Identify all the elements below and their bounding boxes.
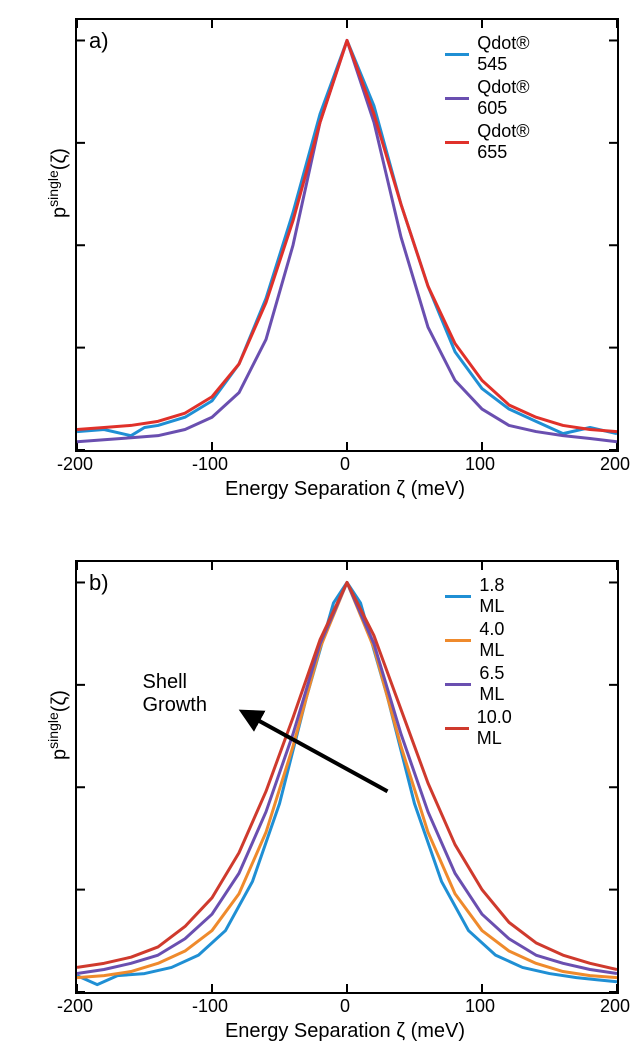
- series-line: [77, 582, 617, 984]
- y-axis-label-b: psingle(ζ): [45, 625, 72, 825]
- legend-a: Qdot® 545Qdot® 605Qdot® 655: [445, 33, 539, 165]
- x-tick-label: 100: [455, 996, 505, 1017]
- legend-b: 1.8 ML4.0 ML6.5 ML10.0 ML: [445, 575, 522, 751]
- x-tick-label: 200: [590, 454, 636, 475]
- x-tick-label: 0: [320, 996, 370, 1017]
- panel-letter-b: b): [89, 570, 109, 596]
- legend-item: 6.5 ML: [445, 663, 522, 705]
- legend-swatch: [445, 141, 469, 144]
- plot-area-b: [75, 560, 619, 994]
- series-line: [77, 582, 617, 977]
- plot-svg: [77, 562, 617, 992]
- x-tick-label: 0: [320, 454, 370, 475]
- legend-swatch: [445, 683, 471, 686]
- x-tick-label: -200: [50, 996, 100, 1017]
- x-tick-label: 100: [455, 454, 505, 475]
- legend-item: 10.0 ML: [445, 707, 522, 749]
- panel-letter-a: a): [89, 28, 109, 54]
- legend-item: 1.8 ML: [445, 575, 522, 617]
- series-line: [77, 582, 617, 973]
- legend-label: Qdot® 545: [477, 33, 539, 75]
- x-axis-label-b: Energy Separation ζ (meV): [75, 1020, 615, 1043]
- x-tick-label: -100: [185, 454, 235, 475]
- legend-swatch: [445, 53, 469, 56]
- legend-item: Qdot® 605: [445, 77, 539, 119]
- legend-item: Qdot® 655: [445, 121, 539, 163]
- legend-label: 1.8 ML: [479, 575, 522, 617]
- shell-growth-annotation: Shell Growth: [143, 671, 207, 717]
- legend-item: 4.0 ML: [445, 619, 522, 661]
- figure: a) Energy Separation ζ (meV) psingle(ζ) …: [0, 0, 636, 1050]
- legend-swatch: [445, 727, 469, 730]
- legend-swatch: [445, 595, 471, 598]
- legend-label: Qdot® 655: [477, 121, 539, 163]
- legend-label: 4.0 ML: [479, 619, 522, 661]
- legend-label: 6.5 ML: [479, 663, 522, 705]
- legend-label: 10.0 ML: [477, 707, 522, 749]
- shell-growth-arrow: [246, 714, 388, 792]
- x-tick-label: -200: [50, 454, 100, 475]
- legend-swatch: [445, 97, 469, 100]
- legend-label: Qdot® 605: [477, 77, 539, 119]
- legend-swatch: [445, 639, 471, 642]
- x-tick-label: 200: [590, 996, 636, 1017]
- legend-item: Qdot® 545: [445, 33, 539, 75]
- x-axis-label-a: Energy Separation ζ (meV): [75, 478, 615, 501]
- series-line: [77, 582, 617, 969]
- x-tick-label: -100: [185, 996, 235, 1017]
- y-axis-label-a: psingle(ζ): [45, 83, 72, 283]
